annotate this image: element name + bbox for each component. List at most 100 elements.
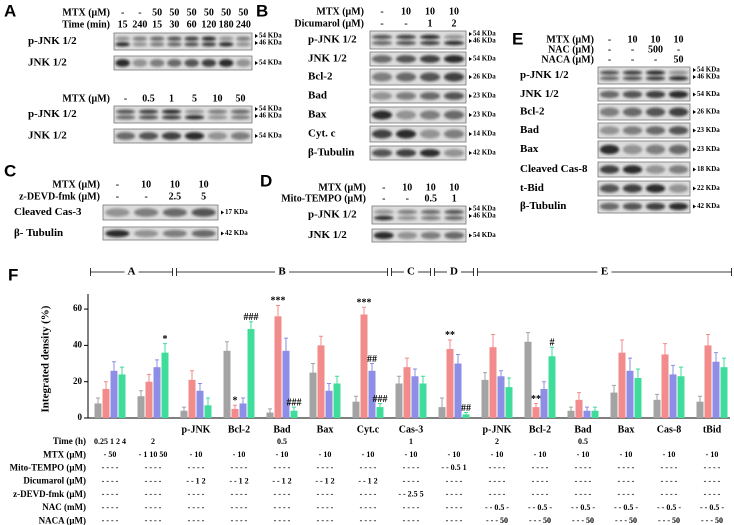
condition-cell: - - - - — [360, 490, 377, 499]
band — [161, 109, 182, 114]
condition-cell: - 10 — [577, 450, 590, 459]
x-tick-label: Bax — [618, 424, 635, 435]
band — [230, 132, 251, 140]
error-bar — [327, 383, 331, 399]
error-bar — [421, 375, 425, 392]
error-bar — [284, 337, 288, 365]
lane-value: - — [631, 54, 634, 65]
condition-cell: - - 0.5 - — [528, 503, 552, 512]
significance: ## — [461, 403, 471, 414]
significance: * — [233, 396, 238, 407]
bar — [505, 387, 513, 418]
marker-arrow — [255, 61, 258, 65]
condition-cell: - - - - — [145, 476, 162, 485]
band — [622, 76, 643, 81]
error-bar — [526, 332, 530, 352]
band — [201, 59, 217, 67]
condition-cell: - - 0.5 - — [614, 503, 638, 512]
condition-cell: - - - - — [102, 490, 119, 499]
x-tick-label: tBid — [703, 424, 722, 435]
condition-cell: - - - 50 — [529, 516, 551, 525]
condition-cell: - - 2.5 5 — [398, 490, 423, 499]
marker-arrow — [469, 233, 472, 238]
condition-cell: - - 0.5 - — [485, 503, 509, 512]
band — [138, 132, 159, 140]
marker-arrow — [469, 39, 472, 43]
error-bar — [155, 359, 159, 375]
band — [134, 208, 159, 217]
band — [230, 115, 251, 120]
band — [645, 144, 666, 155]
band — [668, 107, 689, 117]
band — [132, 59, 148, 67]
marker-label: 18 KDa — [697, 165, 720, 173]
marker-arrow — [693, 75, 696, 79]
lane-value: 50 — [674, 54, 684, 65]
blot-strip — [597, 140, 691, 159]
bar — [712, 361, 720, 418]
x-tick-label: Cas-8 — [657, 424, 681, 435]
band — [207, 109, 228, 114]
marker-label: 23 KDa — [473, 111, 496, 119]
bar — [618, 352, 626, 418]
x-tick-label: Bax — [317, 424, 334, 435]
marker-arrow — [469, 32, 472, 36]
row-label: JNK 1/2 — [308, 229, 347, 241]
lane-value: 50 — [187, 7, 197, 18]
bar — [153, 367, 161, 418]
condition-cell: - 10 — [620, 450, 633, 459]
lane-value: 5 — [192, 93, 197, 104]
blot-strip — [369, 88, 467, 104]
row-label: Bcl-2 — [520, 106, 545, 118]
error-bar — [491, 333, 495, 361]
x-tick-label: Bcl-2 — [529, 424, 551, 435]
marker-arrow — [693, 92, 696, 97]
bar — [102, 388, 110, 418]
band — [443, 55, 465, 63]
condition-label: Mito-TEMPO (μM) — [281, 193, 366, 204]
condition-cell: - - - - — [145, 503, 162, 512]
x-tick-label: Bcl-2 — [228, 424, 250, 435]
band — [668, 144, 689, 155]
marker-label: 54 KDa — [697, 66, 720, 74]
x-tick-label: p-JNK — [182, 424, 211, 435]
band — [149, 36, 165, 41]
marker-arrow — [693, 68, 696, 72]
condition-cell: - - - - — [274, 503, 291, 512]
marker-label: 46 KDa — [697, 73, 720, 81]
marker-label: 54 KDa — [259, 132, 282, 140]
band — [161, 132, 182, 140]
marker-arrow — [255, 107, 258, 111]
band — [371, 92, 393, 100]
error-bar — [636, 368, 640, 388]
lane-value: 10 — [401, 6, 411, 17]
condition-cell: - - 1 2 — [229, 476, 248, 485]
significance: *** — [357, 298, 372, 309]
condition-cell: - - - - — [446, 516, 463, 525]
lane-value: 10 — [628, 34, 638, 45]
lane-value: 10 — [425, 6, 435, 17]
band — [115, 42, 130, 47]
lane-value: 10 — [402, 182, 412, 193]
marker-arrow — [469, 214, 472, 218]
bar — [610, 392, 618, 418]
band — [419, 110, 441, 120]
lane-value: 15 — [118, 19, 128, 30]
condition-cell: - - - - — [317, 490, 334, 499]
lane-value: - — [380, 6, 383, 17]
band — [443, 110, 465, 120]
error-bar — [569, 406, 573, 415]
band — [218, 42, 234, 47]
lane-value: - — [608, 54, 611, 65]
condition-cell: - - - - — [274, 490, 291, 499]
lane-value: 50 — [221, 7, 231, 18]
band — [599, 126, 620, 135]
band — [371, 129, 393, 139]
bar — [231, 408, 239, 418]
condition-cell: - - - - — [489, 476, 506, 485]
condition-cell: - - 0.5 1 — [441, 463, 466, 472]
condition-row-label: NACA (μM) — [39, 515, 86, 525]
band — [184, 36, 199, 41]
marker-arrow — [469, 57, 472, 61]
band — [207, 115, 228, 120]
